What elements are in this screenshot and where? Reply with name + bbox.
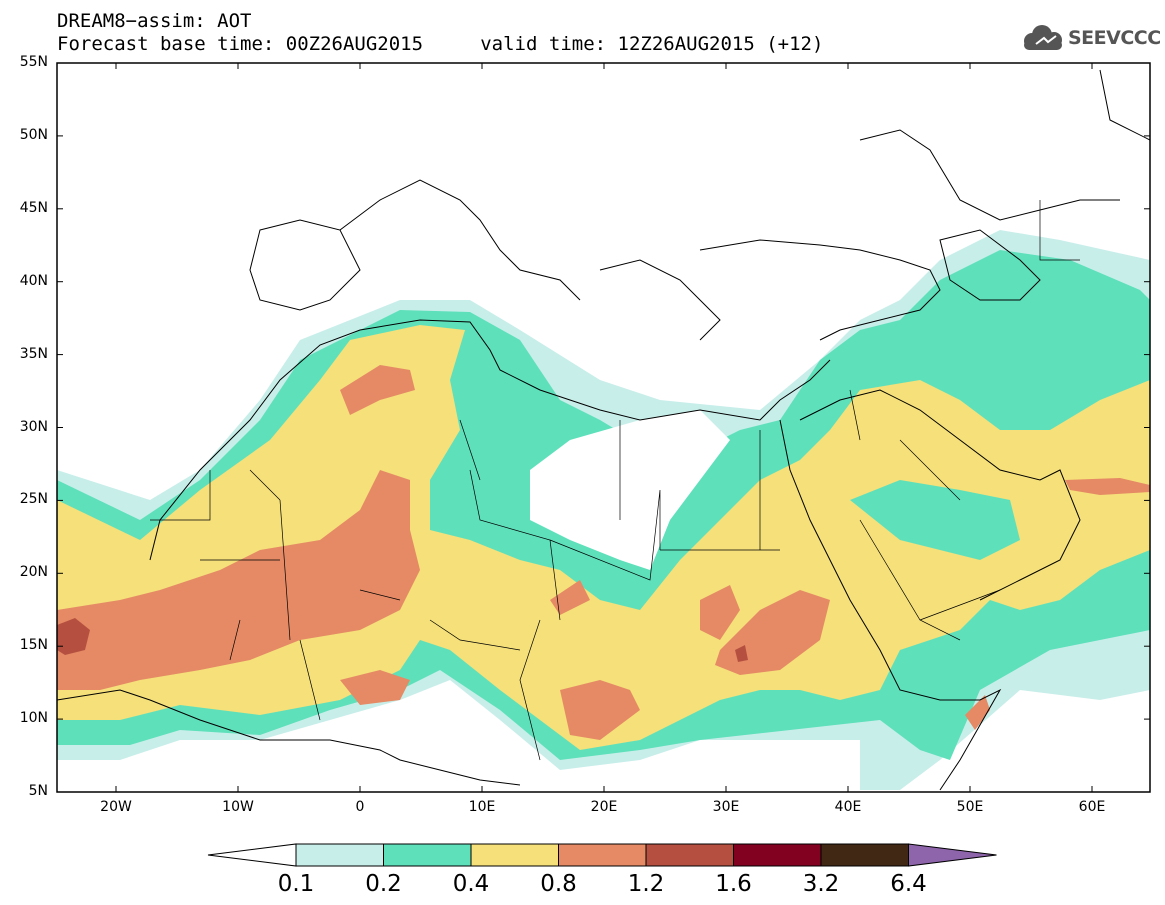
lat-label-5N: 5N [28,783,48,799]
lon-label-0: 0 [355,799,365,815]
lon-label-30E: 30E [712,799,740,815]
lon-label-10W: 10W [222,799,254,815]
colorbar-under-triangle [207,843,297,867]
colorbar-swatch-2 [470,843,559,867]
colorbar-swatch-5 [733,843,822,867]
colorbar-label-5: 1.6 [715,871,752,897]
axis-ticks [57,62,1150,793]
colorbar-label-2: 0.4 [452,871,490,897]
lat-label-40N: 40N [19,272,48,289]
borders [150,200,1080,761]
lon-label-20E: 20E [590,799,618,815]
lat-label-55N: 55N [19,54,48,70]
colorbar-label-1: 0.2 [365,871,402,897]
map-title: DREAM8−assim: AOT [57,10,252,32]
colorbar-swatch-6 [820,843,909,867]
lat-label-35N: 35N [19,345,48,362]
colorbar-label-0: 0.1 [277,871,315,897]
lat-label-30N: 30N [19,418,48,435]
forecast-time-subtitle: Forecast base time: 00Z26AUG2015 valid t… [57,33,824,55]
lon-label-50E: 50E [956,799,984,815]
colorbar-label-3: 0.8 [540,871,577,897]
coastlines [57,69,1150,791]
colorbar-over-triangle [908,843,997,867]
colorbar [207,843,997,867]
clear-region [530,410,730,570]
lon-label-20W: 20W [100,799,132,815]
colorbar-swatch-1 [383,843,472,867]
lat-label-45N: 45N [19,199,48,216]
lon-label-10E: 10E [468,799,496,815]
colorbar-label-4: 1.2 [627,871,665,897]
colorbar-label-6: 3.2 [802,871,840,897]
lon-label-40E: 40E [834,799,862,815]
colorbar-label-7: 6.4 [890,871,927,897]
lat-label-20N: 20N [19,564,48,581]
lat-label-25N: 25N [19,491,48,508]
lat-label-10N: 10N [19,710,48,727]
lat-label-50N: 50N [19,126,48,143]
lon-label-60E: 60E [1078,799,1106,815]
colorbar-swatch-3 [558,843,647,867]
logo-text: SEEVCCC [1068,27,1161,49]
colorbar-swatch-0 [295,843,384,867]
cloud-logo-icon [1024,25,1062,50]
colorbar-swatch-4 [645,843,734,867]
aot-contour-1.2 [57,618,748,662]
lat-label-15N: 15N [19,637,48,654]
